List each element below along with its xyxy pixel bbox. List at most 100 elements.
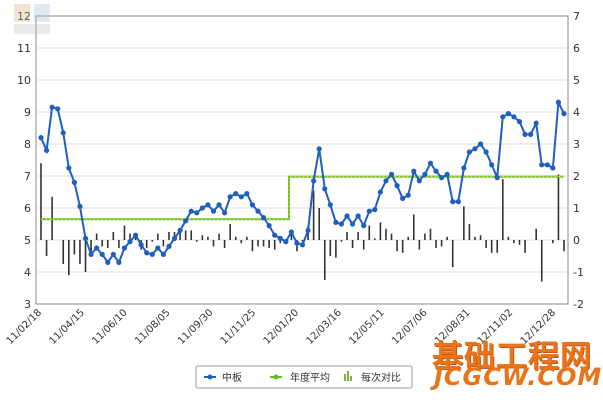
y-tick-label-right: 6: [573, 42, 580, 55]
comparison-bar: [535, 228, 537, 240]
price-point: [511, 114, 517, 120]
comparison-bar: [268, 240, 270, 248]
comparison-bar: [401, 240, 404, 253]
comparison-bar: [84, 240, 87, 272]
legend-item-annual-average[interactable]: 年度平均: [270, 371, 330, 384]
comparison-bar: [168, 232, 170, 240]
comparison-bar: [518, 240, 521, 245]
comparison-bar: [451, 240, 454, 268]
price-point: [500, 114, 506, 120]
comparison-bar: [340, 240, 343, 242]
price-point: [372, 207, 378, 213]
y-tick-label-right: 0: [573, 234, 580, 247]
comparison-bar: [157, 233, 159, 240]
y-tick-label-left: 11: [17, 42, 31, 55]
comparison-bar: [368, 225, 371, 240]
comparison-bar: [62, 240, 65, 264]
x-tick-label: 11/04/15: [47, 307, 87, 347]
legend: 中板 年度平均 每次对比: [195, 365, 413, 389]
comparison-bar: [312, 190, 315, 240]
comparison-bar: [435, 240, 437, 248]
comparison-bar: [440, 240, 443, 247]
x-tick-label: 12/05/11: [347, 307, 387, 347]
comparison-bar: [468, 224, 471, 240]
y-tick-label-right: 2: [573, 170, 580, 183]
price-point: [205, 202, 211, 208]
comparison-bar: [162, 240, 165, 247]
price-point: [210, 208, 217, 214]
price-point: [477, 141, 484, 147]
price-point: [466, 149, 473, 155]
comparison-bar: [106, 240, 109, 248]
y-tick-label-right: 7: [573, 10, 580, 23]
legend-item-price[interactable]: 中板: [204, 371, 242, 384]
price-point: [66, 165, 72, 171]
price-point: [433, 168, 439, 174]
x-tick-label: 12/01/20: [262, 307, 302, 347]
price-point: [366, 208, 372, 214]
price-point: [216, 202, 222, 208]
comparison-bar: [101, 240, 104, 247]
price-point: [450, 199, 456, 205]
x-tick-label: 11/06/10: [90, 307, 130, 347]
price-point: [394, 183, 400, 189]
price-point: [327, 202, 333, 208]
price-point: [99, 251, 105, 257]
y-tick-label-right: 4: [573, 106, 580, 119]
price-line: [38, 98, 567, 265]
y-tick-label-left: 5: [24, 234, 31, 247]
comparison-bar: [95, 233, 98, 240]
price-point: [405, 192, 411, 198]
price-point: [494, 175, 500, 181]
comparison-bar: [201, 235, 204, 240]
comparison-bar: [412, 214, 415, 240]
legend-item-comparison[interactable]: 每次对比: [344, 371, 401, 384]
price-point: [255, 208, 261, 214]
legend-label: 年度平均: [290, 371, 330, 384]
x-tick-label: 11/11/25: [219, 307, 259, 347]
comparison-bar: [474, 236, 476, 240]
comparison-bar: [552, 240, 554, 244]
price-point: [116, 259, 122, 265]
comparison-bar: [234, 236, 237, 240]
price-point: [455, 199, 461, 205]
comparison-bar: [463, 206, 465, 240]
comparison-bar: [407, 236, 410, 240]
comparison-bar: [68, 240, 70, 276]
comparison-bar: [90, 240, 92, 256]
comparison-bar: [563, 240, 565, 252]
price-point: [322, 186, 328, 192]
comparison-bar: [190, 230, 193, 240]
left-y-axis: 3 4 5 6 7 8 9 10 11 12: [17, 10, 31, 311]
comparison-bar: [323, 240, 326, 280]
y-tick-label-right: 5: [573, 74, 580, 87]
comparison-bar: [396, 240, 398, 252]
price-point: [144, 250, 150, 256]
price-point: [166, 243, 172, 249]
y-tick-label-right: 1: [573, 202, 580, 215]
price-point: [333, 219, 339, 225]
price-point: [188, 208, 194, 214]
comparison-bar: [446, 236, 448, 240]
price-point: [55, 106, 61, 112]
price-point: [305, 227, 311, 233]
comparison-bar: [496, 240, 499, 253]
x-tick-label: 12/03/16: [304, 307, 344, 347]
price-point: [238, 194, 244, 200]
comparison-bar: [40, 163, 42, 240]
price-point: [349, 221, 356, 227]
price-point: [294, 240, 300, 246]
price-point: [43, 147, 50, 153]
x-tick-label: 12/07/06: [390, 307, 430, 347]
price-point: [400, 195, 406, 201]
price-point: [561, 111, 567, 117]
price-point: [110, 251, 116, 257]
comparison-bar: [262, 240, 265, 247]
price-point: [222, 210, 228, 216]
price-point: [388, 171, 395, 177]
right-y-axis: -2 -1 0 1 2 3 4 5 6 7: [573, 10, 584, 311]
comparison-bar: [45, 240, 48, 256]
comparison-bar: [479, 235, 482, 240]
price-point: [338, 221, 345, 227]
